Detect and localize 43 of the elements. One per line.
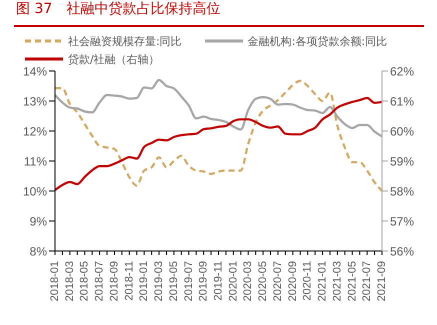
x-tick-label: 2019-03 — [153, 261, 166, 302]
chart-title: 图 37 社融中贷款占比保持高位 — [16, 0, 220, 18]
x-tick-label: 2020-01 — [227, 261, 240, 302]
y2-tick-label: 56% — [390, 244, 414, 258]
x-tick-label: 2019-07 — [182, 261, 195, 302]
y-tick-label: 13% — [22, 94, 48, 108]
y2-tick-label: 57% — [390, 214, 414, 228]
x-tick-label: 2018-11 — [123, 261, 136, 301]
y2-tick-label: 61% — [390, 94, 414, 108]
y2-tick-label: 62% — [390, 64, 414, 78]
x-tick-label: 2020-07 — [272, 261, 284, 302]
legend-label: 金融机构:各项贷款余额:同比 — [248, 34, 388, 48]
y-tick-label: 10% — [22, 184, 48, 198]
x-tick-label: 2018-07 — [94, 261, 106, 302]
x-tick-label: 2019-05 — [168, 261, 180, 302]
x-tick-label: 2018-09 — [108, 261, 120, 302]
x-tick-label: 2019-11 — [212, 261, 224, 301]
y2-tick-label: 59% — [390, 154, 414, 168]
x-tick-label: 2021-05 — [346, 261, 358, 302]
x-tick-label: 2021-01 — [316, 261, 329, 302]
y-tick-label: 8% — [30, 244, 48, 258]
line-series — [54, 80, 384, 192]
x-tick-label: 2020-11 — [302, 261, 314, 301]
y2-tick-label: 58% — [390, 184, 414, 198]
legend-label: 社会融资规模存量:同比 — [68, 34, 182, 48]
y-tick-label: 12% — [22, 124, 48, 138]
y2-tick-label: 60% — [390, 124, 414, 138]
x-tick-label: 2021-03 — [331, 261, 344, 302]
x-tick-label: 2021-09 — [376, 261, 388, 302]
x-tick-label: 2020-03 — [242, 261, 254, 302]
x-tick-label: 2020-09 — [286, 261, 299, 302]
x-tick-label: 2021-07 — [361, 261, 374, 302]
x-tick-label: 2019-01 — [138, 261, 150, 302]
x-tick-label: 2018-05 — [78, 261, 91, 302]
x-tick-label: 2019-09 — [198, 261, 210, 302]
y-tick-label: 14% — [22, 64, 48, 78]
line-series — [54, 96, 384, 192]
x-tick-label: 2018-03 — [64, 261, 76, 302]
y-tick-label: 9% — [30, 214, 48, 228]
x-tick-label: 2018-01 — [49, 261, 61, 302]
legend-label: 贷款/社融（右轴） — [68, 52, 160, 66]
y-tick-label: 11% — [24, 154, 48, 168]
x-tick-label: 2020-05 — [257, 261, 270, 302]
